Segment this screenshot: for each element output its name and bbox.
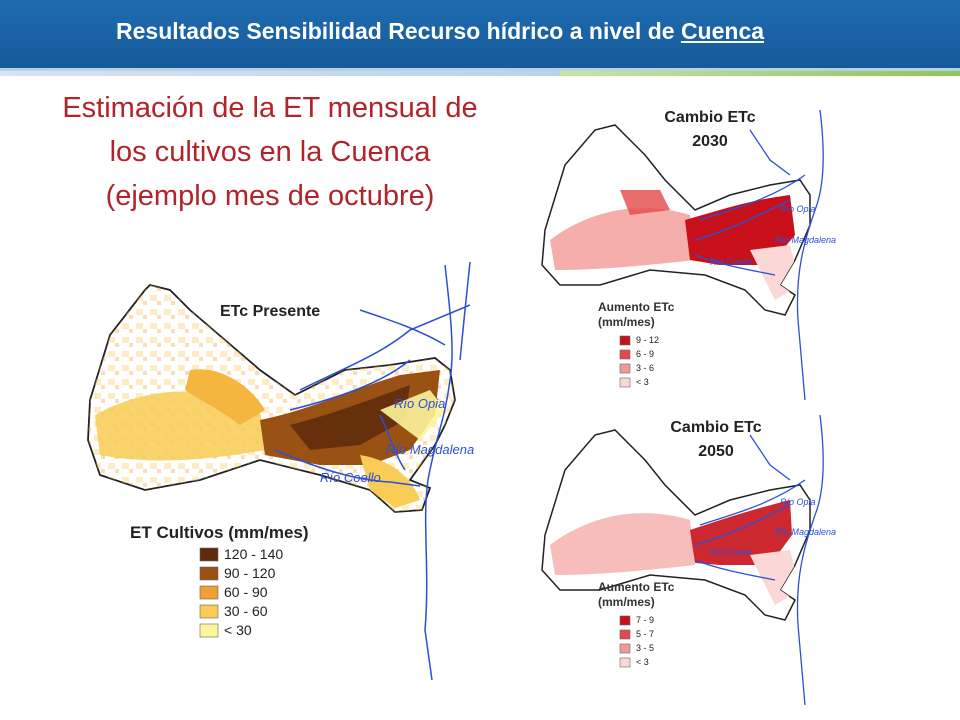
legend-2050-swatch — [619, 629, 631, 640]
legend-2050-swatch — [619, 643, 631, 654]
header-title: Resultados Sensibilidad Recurso hídrico … — [116, 18, 765, 44]
legend-2030-label: < 3 — [636, 377, 649, 387]
legend-title-2050-line2: (mm/mes) — [598, 595, 655, 609]
legend-2030-swatch — [619, 363, 631, 374]
legend-title-2050-line1: Aumento ETc — [598, 580, 675, 594]
legend-presente-label: < 30 — [224, 622, 252, 638]
legend-presente-swatch — [199, 566, 219, 581]
legend-presente: 120 - 140 90 - 120 60 - 90 30 - 60 < 30 — [199, 546, 283, 638]
legend-2050-swatch — [619, 657, 631, 668]
river-label-coello-2050: Río Coello — [710, 547, 752, 557]
river-label-magdalena: Río Magdalena — [386, 442, 474, 457]
header-accent-left — [0, 71, 560, 76]
river-label-magdalena-2030: Río Magdalena — [775, 235, 836, 245]
map-cambio-2030: Río Opia Río Magdalena Río Coello Aument… — [541, 109, 836, 400]
map-label-presente: ETc Presente — [220, 303, 321, 320]
header-title-underlined: Cuenca — [680, 18, 765, 44]
legend-title-presente: ET Cultivos (mm/mes) — [130, 523, 309, 542]
river-label-magdalena-2050: Río Magdalena — [775, 527, 836, 537]
main-title: Estimación de la ET mensual de los culti… — [62, 92, 478, 212]
river-label-opia-2050: Río Opia — [780, 497, 816, 507]
legend-2030-swatch — [619, 349, 631, 360]
legend-2030-label: 3 - 6 — [636, 363, 654, 373]
header-bar: Resultados Sensibilidad Recurso hídrico … — [0, 0, 960, 71]
river-label-opia: Río Opia — [394, 396, 445, 411]
legend-presente-swatch — [199, 604, 219, 619]
legend-2050-swatch — [619, 615, 631, 626]
legend-2050-label: 5 - 7 — [636, 629, 654, 639]
river-label-opia-2030: Río Opia — [780, 204, 816, 214]
legend-2030-swatch — [619, 335, 631, 346]
legend-presente-swatch — [199, 585, 219, 600]
legend-title-2030-line2: (mm/mes) — [598, 315, 655, 329]
map-label-2030: Cambio ETc 2030 — [664, 109, 756, 150]
legend-2030: 9 - 12 6 - 9 3 - 6 < 3 — [619, 335, 659, 388]
header-accent-right — [560, 71, 960, 76]
legend-2050-label: 3 - 5 — [636, 643, 654, 653]
legend-presente-swatch — [199, 623, 219, 638]
legend-presente-label: 30 - 60 — [224, 603, 268, 619]
legend-title-2030-line1: Aumento ETc — [598, 300, 675, 314]
river-label-coello: Río Coello — [320, 470, 381, 485]
legend-2030-swatch — [619, 377, 631, 388]
map-label-2050: Cambio ETc 2050 — [670, 419, 762, 460]
legend-2030-label: 9 - 12 — [636, 335, 659, 345]
legend-2050-label: 7 - 9 — [636, 615, 654, 625]
legend-presente-label: 120 - 140 — [224, 546, 283, 562]
legend-2030-label: 6 - 9 — [636, 349, 654, 359]
map-cambio-2050: Río Opia Río Magdalena Río Coello Aument… — [541, 414, 836, 705]
river-label-coello-2030: Río Coello — [710, 257, 752, 267]
map-etc-presente: Río Opia Río Magdalena Río Coello ET Cul… — [87, 261, 474, 680]
legend-2050: 7 - 9 5 - 7 3 - 5 < 3 — [619, 615, 654, 668]
legend-presente-label: 90 - 120 — [224, 565, 276, 581]
legend-presente-label: 60 - 90 — [224, 584, 268, 600]
legend-2050-label: < 3 — [636, 657, 649, 667]
legend-presente-swatch — [199, 547, 219, 562]
